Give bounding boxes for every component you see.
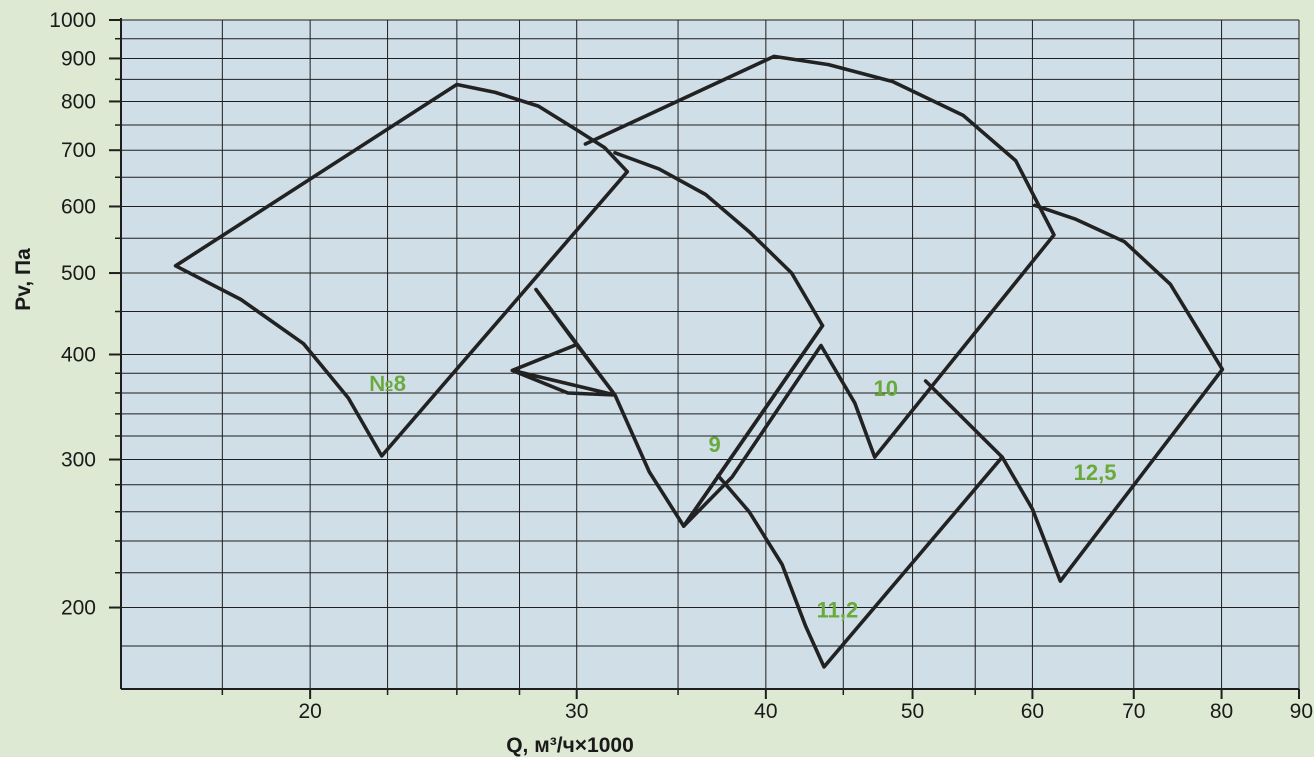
x-tick-label: 30 bbox=[565, 700, 588, 723]
x-tick-label: 50 bbox=[901, 700, 924, 723]
x-tick-label: 60 bbox=[1021, 700, 1044, 723]
series-line-10 bbox=[583, 54, 1056, 528]
x-tick-label: 90 bbox=[1290, 700, 1313, 723]
y-tick-label: 700 bbox=[61, 139, 96, 162]
y-tick-label: 800 bbox=[61, 90, 96, 113]
y-tick-label: 400 bbox=[61, 344, 96, 367]
series-label-9: 9 bbox=[708, 432, 720, 457]
series-line-12,5 bbox=[1000, 203, 1225, 583]
x-tick-label: 70 bbox=[1122, 700, 1145, 723]
y-tick-label: 200 bbox=[61, 597, 96, 620]
grid bbox=[121, 19, 1300, 690]
series-label-10: 10 bbox=[873, 376, 897, 401]
y-tick-label: 300 bbox=[61, 449, 96, 472]
series-label-11,2: 11,2 bbox=[817, 597, 859, 622]
y-tick-label: 900 bbox=[61, 47, 96, 70]
curves bbox=[173, 54, 1225, 669]
axes bbox=[109, 18, 1300, 699]
x-tick-label: 40 bbox=[754, 700, 777, 723]
x-axis-title: Q, м³/ч×1000 bbox=[506, 734, 634, 757]
series-label-№8: №8 bbox=[369, 371, 406, 396]
y-tick-label: 1000 bbox=[49, 9, 96, 32]
y-axis-title: Pv, Па bbox=[12, 248, 35, 311]
tick-labels: 200 300 400 500 600 700 800 900 1000 20 30 40 50 60 70… bbox=[49, 9, 1313, 723]
x-tick-label: 80 bbox=[1210, 700, 1233, 723]
series-line-9 bbox=[510, 151, 825, 528]
series-line-№8 bbox=[173, 82, 630, 458]
y-tick-label: 600 bbox=[61, 195, 96, 218]
y-tick-label: 500 bbox=[61, 262, 96, 285]
region-labels: №8 9 10 11,2 12,5 bbox=[369, 371, 1116, 622]
series-label-12,5: 12,5 bbox=[1074, 460, 1117, 485]
x-tick-label: 20 bbox=[298, 700, 321, 723]
series-line-11,2 bbox=[716, 379, 1004, 669]
